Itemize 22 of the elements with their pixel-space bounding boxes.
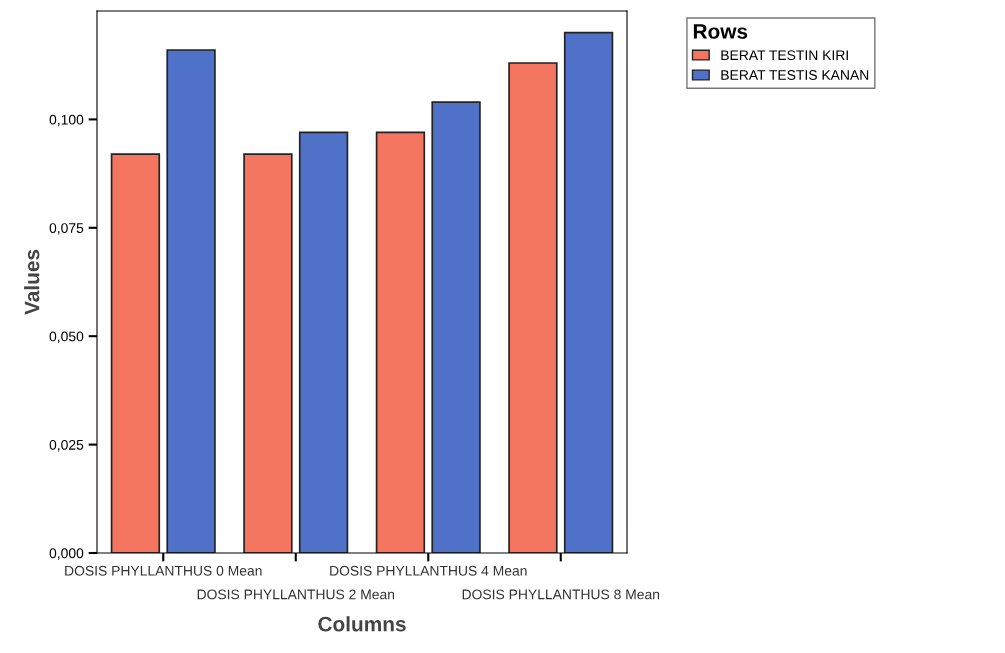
bar [431,101,481,553]
bar [563,31,614,553]
legend-label: BERAT TESTIS KANAN [721,70,869,80]
x-tick-label: DOSIS PHYLLANTHUS 4 Mean [330,565,527,576]
bar [508,62,558,553]
x-tick-label: DOSIS PHYLLANTHUS 2 Mean [197,589,395,600]
y-tick-label: 0,075 [49,223,84,235]
y-tick-label: 0,100 [49,114,84,127]
x-axis-title: Columns [318,616,406,632]
legend-label: BERAT TESTIN KIRI [721,50,848,61]
legend-title: Rows [693,24,748,39]
x-tick-label: DOSIS PHYLLANTHUS 8 Mean [462,589,660,600]
y-axis-title: Values [24,249,40,315]
bar [243,153,293,553]
y-tick-label: 0,050 [49,331,84,344]
bar [298,131,349,553]
y-tick-label: 0,025 [49,439,84,452]
x-tick-label: DOSIS PHYLLANTHUS 0 Mean [65,565,262,576]
bar [166,49,216,553]
bar [110,153,161,553]
y-tick-label: 0,000 [49,548,84,560]
bar [375,131,426,553]
